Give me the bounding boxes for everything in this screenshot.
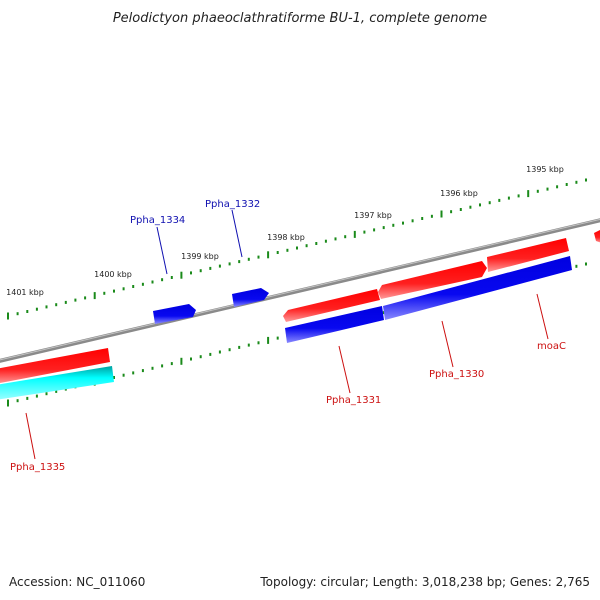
leader-lines [25,209,549,460]
gene-ppha1332[interactable] [232,288,269,307]
gene-ppha1331-blue[interactable] [285,306,384,343]
tick-label-1398: 1398 kbp [267,233,305,242]
tick-label-1401: 1401 kbp [6,288,44,297]
genome-backbone-highlight [0,218,600,361]
label-ppha1331[interactable]: Ppha_1331 [326,395,381,406]
label-ppha1335[interactable]: Ppha_1335 [10,462,65,473]
accession-text: Accession: NC_011060 [9,575,145,589]
gene-labels: Ppha_1334 Ppha_1332 Ppha_1331 Ppha_1330 … [10,199,566,473]
tick-label-1397: 1397 kbp [354,211,392,220]
gene-ppha1334[interactable] [153,304,196,324]
label-ppha1330[interactable]: Ppha_1330 [429,369,484,380]
gene-features [0,229,600,400]
label-ppha1332[interactable]: Ppha_1332 [205,199,260,210]
genome-summary-text: Topology: circular; Length: 3,018,238 bp… [259,575,590,589]
scale-ticks [7,178,587,320]
gene-moac-red[interactable] [487,238,569,272]
gene-ppha1330-red[interactable] [378,261,487,299]
genome-backbone [0,218,600,363]
scale-labels: 1395 kbp 1396 kbp 1397 kbp 1398 kbp 1399… [6,165,564,297]
label-moac[interactable]: moaC [537,341,566,352]
gene-right-partial-red[interactable] [594,229,600,243]
tick-label-1399: 1399 kbp [181,252,219,261]
gene-ppha1330-blue[interactable] [383,256,572,320]
gene-ppha1331-red[interactable] [283,289,380,322]
tick-label-1400: 1400 kbp [94,270,132,279]
gene-ppha1335-cyan[interactable] [0,366,114,400]
tick-label-1396: 1396 kbp [440,189,478,198]
map-title: Pelodictyon phaeoclathratiforme BU-1, co… [113,11,487,26]
tick-label-1395: 1395 kbp [526,165,564,174]
gene-ppha1335-red[interactable] [0,348,110,384]
label-ppha1334[interactable]: Ppha_1334 [130,215,185,226]
